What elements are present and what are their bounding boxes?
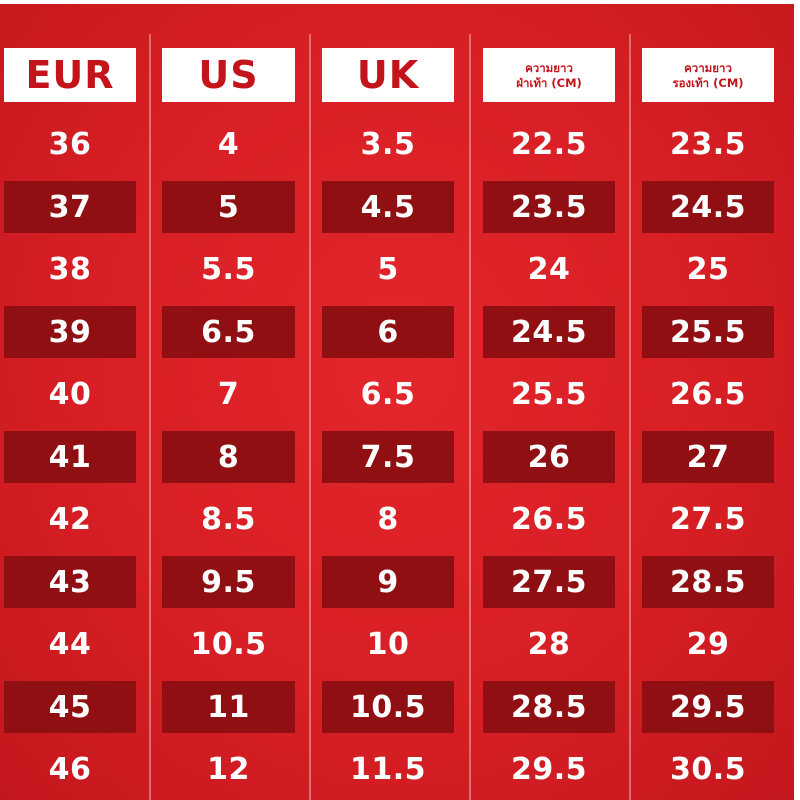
cell-us: 8 xyxy=(162,431,295,483)
cell-uk: 6.5 xyxy=(360,376,416,412)
cell-us: 7 xyxy=(217,376,240,412)
cell-uk: 6 xyxy=(322,306,454,358)
cell-eur: 43 xyxy=(4,556,136,608)
header-foot-length-line1: ความยาว xyxy=(525,61,573,75)
cell-us: 5 xyxy=(162,181,295,233)
cell-sole: 29 xyxy=(686,626,730,662)
cell-eur: 41 xyxy=(4,431,136,483)
cell-eur: 44 xyxy=(48,626,92,662)
cell-uk: 3.5 xyxy=(360,126,416,162)
cell-eur: 39 xyxy=(4,306,136,358)
column-divider xyxy=(309,34,311,800)
cell-eur: 40 xyxy=(48,376,92,412)
cell-eur: 36 xyxy=(48,126,92,162)
column-divider xyxy=(629,34,631,800)
header-foot-length-line2: ฝ่าเท้า (CM) xyxy=(516,76,582,90)
cell-uk: 10.5 xyxy=(322,681,454,733)
cell-foot: 23.5 xyxy=(483,181,615,233)
header-shoe-length-line2: รองเท้า (CM) xyxy=(672,76,744,90)
cell-sole: 25.5 xyxy=(642,306,774,358)
cell-foot: 28 xyxy=(527,626,571,662)
column-divider xyxy=(149,34,151,800)
cell-foot: 29.5 xyxy=(510,751,588,787)
cell-sole: 29.5 xyxy=(642,681,774,733)
cell-foot: 22.5 xyxy=(510,126,588,162)
cell-us: 11 xyxy=(162,681,295,733)
cell-us: 8.5 xyxy=(201,501,256,537)
cell-us: 12 xyxy=(207,751,250,787)
cell-sole: 27.5 xyxy=(669,501,747,537)
cell-foot: 28.5 xyxy=(483,681,615,733)
header-foot-length: ความยาว ฝ่าเท้า (CM) xyxy=(483,48,615,102)
cell-sole: 24.5 xyxy=(642,181,774,233)
cell-eur: 37 xyxy=(4,181,136,233)
cell-foot: 27.5 xyxy=(483,556,615,608)
cell-foot: 25.5 xyxy=(510,376,588,412)
cell-us: 9.5 xyxy=(162,556,295,608)
cell-uk: 11.5 xyxy=(349,751,427,787)
cell-eur: 46 xyxy=(48,751,92,787)
cell-foot: 26.5 xyxy=(510,501,588,537)
cell-sole: 27 xyxy=(642,431,774,483)
cell-eur: 38 xyxy=(48,251,92,287)
cell-us: 6.5 xyxy=(162,306,295,358)
cell-sole: 26.5 xyxy=(669,376,747,412)
header-shoe-length: ความยาว รองเท้า (CM) xyxy=(642,48,774,102)
cell-sole: 28.5 xyxy=(642,556,774,608)
header-shoe-length-line1: ความยาว xyxy=(684,61,732,75)
cell-uk: 8 xyxy=(377,501,399,537)
cell-foot: 24 xyxy=(527,251,571,287)
cell-sole: 23.5 xyxy=(669,126,747,162)
cell-sole: 25 xyxy=(686,251,730,287)
cell-uk: 5 xyxy=(377,251,399,287)
header-eur: EUR xyxy=(4,48,136,102)
cell-uk: 9 xyxy=(322,556,454,608)
cell-us: 4 xyxy=(217,126,240,162)
cell-sole: 30.5 xyxy=(669,751,747,787)
cell-uk: 4.5 xyxy=(322,181,454,233)
header-us: US xyxy=(162,48,295,102)
cell-foot: 26 xyxy=(483,431,615,483)
cell-us: 10.5 xyxy=(190,626,267,662)
cell-us: 5.5 xyxy=(201,251,256,287)
cell-uk: 7.5 xyxy=(322,431,454,483)
size-chart: EUR US UK ความยาว ฝ่าเท้า (CM) ความยาว ร… xyxy=(0,4,794,800)
column-divider xyxy=(469,34,471,800)
cell-uk: 10 xyxy=(366,626,410,662)
cell-eur: 45 xyxy=(4,681,136,733)
cell-eur: 42 xyxy=(48,501,92,537)
header-uk: UK xyxy=(322,48,454,102)
cell-foot: 24.5 xyxy=(483,306,615,358)
